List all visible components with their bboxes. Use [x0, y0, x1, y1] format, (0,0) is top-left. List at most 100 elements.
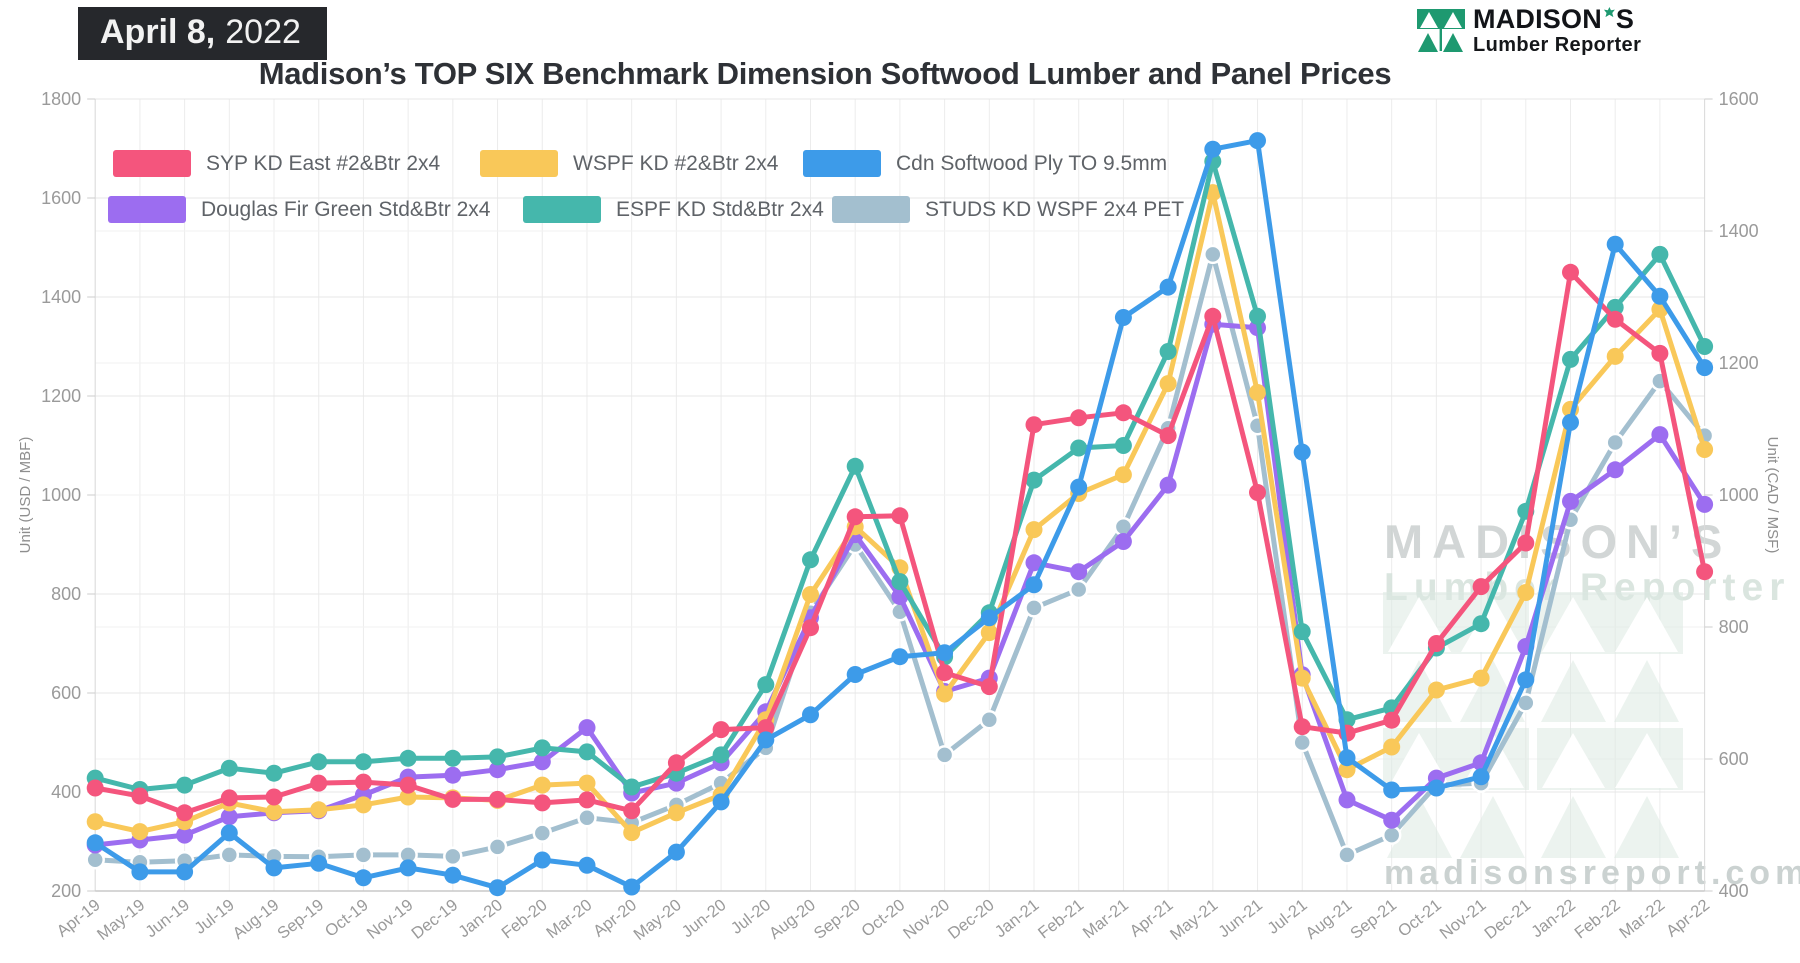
x-axis-label: Aug-21	[1302, 896, 1355, 943]
data-point	[85, 850, 105, 870]
right-axis-tick-label: 1400	[1719, 221, 1759, 241]
chart-title: Madison’s TOP SIX Benchmark Dimension So…	[258, 56, 1392, 91]
legend-item-cdn-ply[interactable]: Cdn Softwood Ply TO 9.5mm	[803, 150, 1167, 177]
legend-item-wspf[interactable]: WSPF KD #2&Btr 2x4	[480, 150, 778, 177]
x-axis-label: Oct-21	[1395, 896, 1445, 941]
legend-label-cdn-ply: Cdn Softwood Ply TO 9.5mm	[896, 151, 1168, 175]
right-axis-tick-label: 1600	[1719, 89, 1759, 109]
data-point	[936, 664, 954, 682]
legend-item-studs[interactable]: STUDS KD WSPF 2x4 PET	[832, 196, 1184, 223]
data-point	[86, 813, 104, 831]
data-point	[802, 586, 819, 603]
data-point	[265, 788, 283, 806]
data-point	[1472, 768, 1490, 786]
data-point	[667, 754, 685, 772]
legend-label-studs: STUDS KD WSPF 2x4 PET	[925, 197, 1185, 221]
data-point	[533, 739, 551, 757]
data-point	[623, 878, 641, 896]
legend-label-douglas-fir: Douglas Fir Green Std&Btr 2x4	[201, 197, 491, 221]
watermark-logo-shape	[1541, 660, 1606, 722]
legend-item-douglas-fir[interactable]: Douglas Fir Green Std&Btr 2x4	[108, 196, 490, 223]
data-point	[310, 854, 328, 872]
data-point	[1159, 476, 1177, 494]
x-axis-label: Nov-19	[364, 896, 417, 943]
legend-item-syp[interactable]: SYP KD East #2&Btr 2x4	[113, 150, 440, 177]
data-point	[1025, 576, 1043, 594]
x-axis-label: May-20	[630, 896, 684, 944]
data-point	[1696, 563, 1714, 581]
data-point	[86, 779, 104, 797]
data-point	[399, 776, 417, 794]
legend-item-espf[interactable]: ESPF KD Std&Btr 2x4	[523, 196, 824, 223]
data-point	[532, 823, 553, 843]
watermark-url: madisonsreport.com	[1384, 854, 1800, 892]
data-point	[176, 776, 194, 794]
left-axis-tick-label: 1000	[41, 485, 81, 505]
left-axis-tick-label: 1800	[41, 89, 81, 109]
watermark-logo-shape	[1541, 796, 1606, 858]
data-point	[310, 801, 328, 819]
data-point	[1696, 441, 1714, 458]
data-point	[1159, 375, 1177, 393]
data-point	[220, 789, 238, 807]
left-axis-tick-label: 600	[51, 683, 81, 703]
watermark-logo-shape	[1614, 660, 1679, 722]
legend-swatch-douglas-fir	[108, 196, 186, 223]
x-axis-label: Apr-22	[1663, 896, 1713, 941]
left-axis-tick-label: 1600	[41, 188, 81, 208]
data-point	[757, 676, 775, 694]
data-point	[1025, 554, 1043, 572]
data-point	[1025, 521, 1043, 539]
legend-label-wspf: WSPF KD #2&Btr 2x4	[573, 151, 779, 175]
data-point	[1293, 718, 1311, 736]
data-point	[712, 721, 730, 739]
right-axis-tick-label: 400	[1719, 881, 1749, 901]
right-axis-tick-label: 600	[1719, 749, 1749, 769]
x-axis-label: Mar-20	[543, 896, 595, 942]
data-point	[578, 743, 596, 761]
data-point	[667, 804, 685, 822]
data-point	[712, 793, 730, 811]
data-point	[219, 845, 240, 865]
data-point	[1293, 623, 1311, 641]
data-point	[1203, 244, 1223, 265]
data-point	[1517, 534, 1535, 552]
x-axis-label: Mar-21	[1080, 896, 1132, 942]
left-axis-title: Unit (USD / MBF)	[17, 437, 34, 554]
data-point	[1070, 409, 1088, 427]
data-point	[310, 774, 328, 792]
data-point	[265, 764, 283, 782]
data-point	[1517, 584, 1535, 601]
data-point	[1606, 347, 1624, 365]
data-point	[1159, 278, 1177, 296]
data-point	[1338, 761, 1356, 779]
data-point	[489, 748, 506, 766]
data-point	[489, 879, 506, 897]
data-point	[176, 804, 194, 822]
data-point	[444, 866, 462, 884]
data-point	[176, 826, 194, 844]
watermark-logo-shape	[1542, 597, 1605, 652]
data-point	[934, 745, 955, 765]
data-point	[1338, 791, 1356, 809]
data-point	[980, 624, 998, 642]
data-point	[623, 778, 641, 796]
right-axis-title: Unit (CAD / MSF)	[1764, 437, 1781, 554]
data-point	[1114, 533, 1132, 550]
data-point	[1696, 359, 1714, 377]
data-point	[1204, 140, 1222, 158]
data-point	[1472, 669, 1490, 687]
data-point	[1472, 578, 1490, 596]
data-point	[533, 776, 551, 794]
right-axis-tick-label: 1200	[1719, 353, 1759, 373]
data-point	[1606, 310, 1624, 328]
data-point	[1517, 671, 1535, 689]
data-point	[131, 863, 149, 881]
data-point	[1562, 413, 1579, 431]
data-point	[1025, 416, 1043, 434]
data-point	[354, 796, 372, 814]
data-point	[891, 648, 909, 666]
legend-swatch-wspf	[480, 150, 558, 177]
data-point	[443, 846, 463, 867]
